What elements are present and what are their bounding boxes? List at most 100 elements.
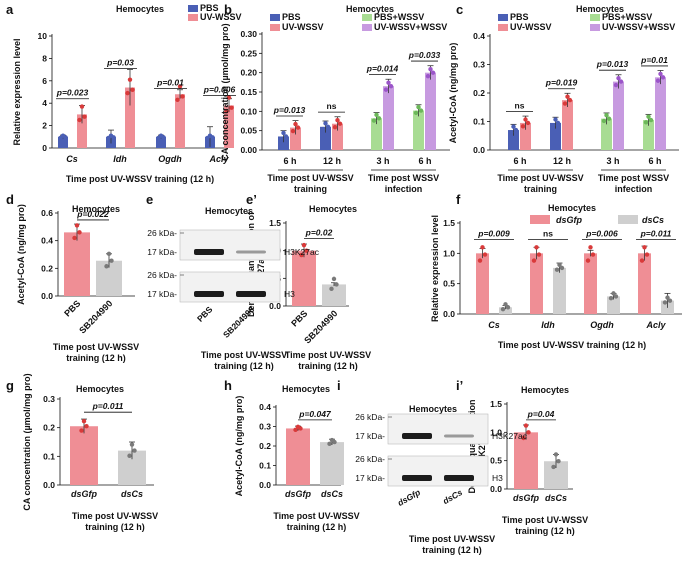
panel-letter: e	[146, 192, 153, 207]
legend-label: dsGfp	[556, 215, 583, 225]
data-point	[229, 105, 234, 110]
panel-letter: d	[6, 192, 14, 207]
data-point	[299, 252, 304, 258]
y-tick-label: 0.3	[43, 394, 55, 404]
y-tick-label: 0.0	[41, 291, 53, 301]
band	[236, 291, 266, 297]
bar	[175, 94, 185, 148]
panel-letter: i	[337, 378, 341, 393]
group-label: Time post WSSV	[598, 173, 669, 183]
data-point	[551, 464, 556, 470]
data-point	[298, 426, 303, 431]
data-point	[523, 423, 529, 428]
band	[444, 475, 474, 481]
y-tick-label: 0.4	[259, 402, 271, 412]
data-point	[639, 258, 645, 263]
legend-swatch	[362, 24, 372, 31]
data-point	[180, 94, 185, 99]
x-tick-label: 3 h	[606, 156, 619, 166]
data-point	[660, 75, 666, 80]
data-point	[386, 80, 391, 85]
data-point	[618, 79, 624, 84]
data-point	[608, 296, 614, 301]
legend-swatch	[188, 5, 198, 12]
group-label: training	[524, 184, 557, 194]
x-axis-label: training (12 h)	[85, 522, 145, 532]
significance-label: p=0.011	[640, 228, 672, 238]
y-tick-label: 0.5	[490, 456, 502, 466]
group-label: infection	[615, 184, 653, 194]
data-point	[371, 118, 377, 123]
data-point	[611, 291, 616, 296]
x-axis-label: Time post UV-WSSV training (12 h)	[66, 174, 214, 184]
data-point	[505, 305, 511, 310]
band	[402, 475, 432, 481]
legend-swatch	[188, 14, 198, 21]
data-point	[601, 118, 607, 124]
ladder-label: 17 kDa-	[147, 247, 177, 257]
bar	[322, 284, 346, 306]
y-tick-label: 2	[42, 121, 47, 131]
data-point	[430, 70, 436, 75]
blot-membrane	[179, 271, 281, 303]
data-point	[480, 245, 485, 250]
data-point	[106, 251, 112, 257]
data-point	[293, 121, 298, 127]
bar	[425, 72, 436, 150]
y-tick-label: 0.20	[240, 68, 257, 78]
y-tick-label: 0.10	[240, 106, 257, 116]
legend-label: UV-WSSV+WSSV	[602, 22, 675, 32]
legend-label: PBS	[510, 12, 529, 22]
ladder-label: 17 kDa-	[147, 289, 177, 299]
y-tick-label: 0.3	[473, 60, 485, 70]
significance-label: p=0.009	[477, 228, 510, 238]
legend-swatch	[498, 24, 508, 31]
data-point	[77, 230, 82, 235]
data-point	[557, 262, 562, 268]
data-point	[290, 128, 296, 134]
y-tick-label: 1.5	[490, 399, 502, 409]
y-axis-label: CA concentration (µmol/mg pro)	[220, 23, 230, 160]
data-point	[383, 87, 389, 92]
significance-label: p=0.006	[203, 84, 236, 94]
group-label: Time post UV-WSSV	[267, 173, 353, 183]
legend-label: PBS	[282, 12, 301, 22]
panel-title: Hemocytes	[72, 204, 120, 214]
y-tick-label: 0.4	[41, 236, 53, 246]
x-tick-label: 6 h	[648, 156, 661, 166]
panel-letter: a	[6, 2, 14, 17]
legend-swatch	[362, 14, 372, 21]
y-axis-label: Acetyl-CoA (ng/mg pro)	[234, 396, 244, 497]
data-point	[304, 248, 309, 253]
band-label: H3K27ac	[492, 431, 528, 441]
bar	[655, 77, 666, 150]
data-point	[662, 300, 668, 305]
y-axis-label: Acetyl-CoA (ng/mg pro)	[16, 204, 26, 305]
x-tick-label: 12 h	[323, 156, 341, 166]
data-point	[329, 286, 334, 292]
ladder-label: 26 kDa-	[147, 270, 177, 280]
group-label: Time post UV-WSSV	[497, 173, 583, 183]
panel-title: Hemocytes	[409, 404, 457, 414]
data-point	[604, 113, 609, 118]
panel-title: Hemocytes	[309, 204, 357, 214]
y-tick-label: 1.0	[443, 248, 455, 258]
bar	[562, 100, 573, 150]
data-point	[525, 120, 531, 126]
bar	[224, 105, 234, 148]
band	[444, 434, 474, 438]
panel-title: Hemocytes	[576, 4, 624, 14]
x-tick-label: Acly	[645, 320, 666, 330]
y-tick-label: 1.0	[490, 427, 502, 437]
bar	[553, 267, 566, 314]
data-point	[665, 295, 670, 300]
legend-swatch	[618, 215, 638, 224]
bar	[584, 253, 597, 314]
group-label: training	[294, 184, 327, 194]
bar	[383, 86, 394, 150]
panel-title: Hemocytes	[548, 203, 596, 213]
data-point	[521, 435, 526, 441]
ladder-label: 26 kDa-	[355, 454, 385, 464]
data-point	[332, 124, 338, 130]
